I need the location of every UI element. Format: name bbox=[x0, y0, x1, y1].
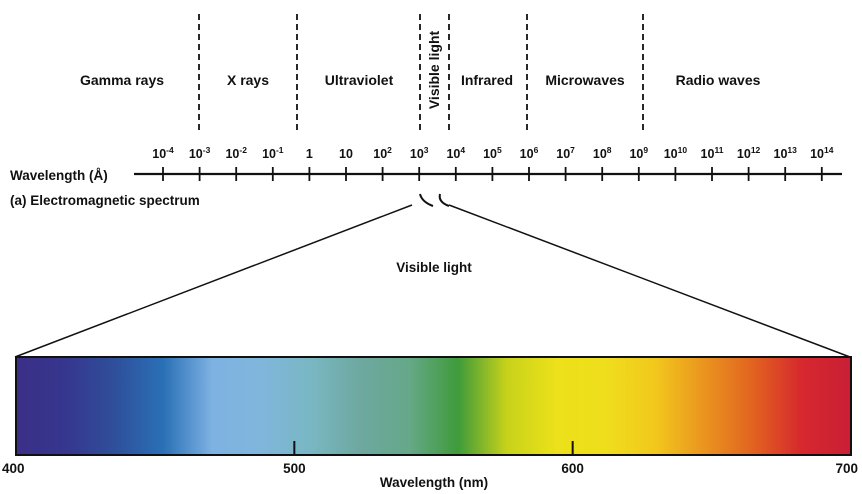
visible-spectrum: 400 500 600 700 Wavelength (nm) bbox=[2, 356, 858, 490]
spectrum-caption: (a) Electromagnetic spectrum bbox=[10, 193, 200, 208]
tick-base: 10 bbox=[339, 147, 353, 161]
nm-tick-label: 400 bbox=[2, 461, 25, 476]
region-label-infrared: Infrared bbox=[461, 72, 513, 88]
tick-exponent: 14 bbox=[824, 145, 834, 155]
visible-light-title: Visible light bbox=[396, 260, 472, 275]
tick-base: 10 bbox=[152, 147, 166, 161]
zoom-connector bbox=[14, 193, 851, 358]
visible-spectrum-bar bbox=[16, 357, 851, 455]
wavelength-tick-label: 1013 bbox=[774, 145, 798, 161]
wavelength-tick-label: 1011 bbox=[701, 145, 724, 161]
zoom-line-left bbox=[14, 204, 413, 358]
tick-base: 10 bbox=[262, 147, 276, 161]
wavelength-tick-label: 1012 bbox=[737, 145, 761, 161]
nm-tick-label: 600 bbox=[561, 461, 584, 476]
tick-exponent: 9 bbox=[643, 145, 648, 155]
wavelength-tick-label: 10-1 bbox=[262, 145, 284, 161]
wavelength-tick-label: 1010 bbox=[664, 145, 688, 161]
tick-base: 1 bbox=[306, 147, 313, 161]
wavelength-tick-label: 10-3 bbox=[189, 145, 211, 161]
tick-base: 10 bbox=[373, 147, 387, 161]
tick-base: 10 bbox=[774, 147, 788, 161]
tick-base: 10 bbox=[446, 147, 460, 161]
tick-exponent: 4 bbox=[460, 145, 465, 155]
tick-base: 10 bbox=[225, 147, 239, 161]
tick-exponent: -4 bbox=[166, 145, 174, 155]
wavelength-tick-label: 106 bbox=[520, 145, 539, 161]
tick-exponent: 7 bbox=[570, 145, 575, 155]
tick-base: 10 bbox=[664, 147, 678, 161]
wavelength-tick-label: 102 bbox=[373, 145, 392, 161]
tick-base: 10 bbox=[701, 147, 715, 161]
tick-base: 10 bbox=[410, 147, 424, 161]
wavelength-tick-label: 108 bbox=[593, 145, 612, 161]
bracket-right bbox=[438, 193, 450, 207]
region-labels: Gamma rays X rays Ultraviolet Visible light… bbox=[80, 31, 761, 110]
tick-base: 10 bbox=[629, 147, 643, 161]
tick-exponent: 10 bbox=[678, 145, 688, 155]
region-label-visible-light: Visible light bbox=[426, 31, 442, 110]
region-label-gamma-rays: Gamma rays bbox=[80, 72, 164, 88]
tick-exponent: -3 bbox=[203, 145, 211, 155]
nm-ticks bbox=[293, 441, 574, 455]
wavelength-tick-label: 103 bbox=[410, 145, 429, 161]
tick-exponent: 6 bbox=[534, 145, 539, 155]
wavelength-axis-label: Wavelength (Å) bbox=[10, 168, 108, 183]
tick-base: 10 bbox=[189, 147, 203, 161]
region-label-ultraviolet: Ultraviolet bbox=[325, 72, 394, 88]
nm-tick-label: 500 bbox=[283, 461, 306, 476]
nm-tick-labels: 400 500 600 700 bbox=[2, 461, 858, 476]
zoom-line-right bbox=[448, 204, 851, 358]
tick-base: 10 bbox=[520, 147, 534, 161]
em-spectrum: Gamma rays X rays Ultraviolet Visible light… bbox=[10, 14, 842, 208]
tick-exponent: 5 bbox=[497, 145, 502, 155]
wavelength-tick-labels: 10-4 10-3 10-2 10-1 1 10 102 103 104 105 106 107 108… bbox=[152, 145, 833, 161]
tick-exponent: -1 bbox=[276, 145, 284, 155]
region-label-x-rays: X rays bbox=[227, 72, 269, 88]
wavelength-tick-label: 10-4 bbox=[152, 145, 174, 161]
visible-spectrum-frame bbox=[15, 356, 852, 456]
region-label-radio-waves: Radio waves bbox=[676, 72, 761, 88]
tick-exponent: 8 bbox=[607, 145, 612, 155]
tick-base: 10 bbox=[556, 147, 570, 161]
tick-exponent: 11 bbox=[714, 145, 723, 155]
wavelength-tick-label: 109 bbox=[629, 145, 648, 161]
wavelength-tick-label: 104 bbox=[446, 145, 465, 161]
wavelength-tick-label: 10 bbox=[339, 147, 353, 161]
nm-tick-label: 700 bbox=[835, 461, 858, 476]
wavelength-ticks bbox=[162, 167, 823, 181]
wavelength-tick-label: 10-2 bbox=[225, 145, 247, 161]
bracket-left bbox=[419, 193, 434, 207]
tick-exponent: 13 bbox=[787, 145, 797, 155]
wavelength-tick-label: 1 bbox=[306, 147, 313, 161]
nm-axis-label: Wavelength (nm) bbox=[380, 475, 488, 490]
region-label-microwaves: Microwaves bbox=[545, 72, 625, 88]
tick-exponent: 3 bbox=[424, 145, 429, 155]
tick-exponent: 2 bbox=[387, 145, 392, 155]
tick-base: 10 bbox=[593, 147, 607, 161]
tick-exponent: -2 bbox=[239, 145, 247, 155]
tick-base: 10 bbox=[483, 147, 497, 161]
tick-base: 10 bbox=[810, 147, 824, 161]
wavelength-tick-label: 107 bbox=[556, 145, 575, 161]
tick-base: 10 bbox=[737, 147, 751, 161]
wavelength-tick-label: 105 bbox=[483, 145, 502, 161]
tick-exponent: 12 bbox=[751, 145, 761, 155]
wavelength-tick-label: 1014 bbox=[810, 145, 834, 161]
